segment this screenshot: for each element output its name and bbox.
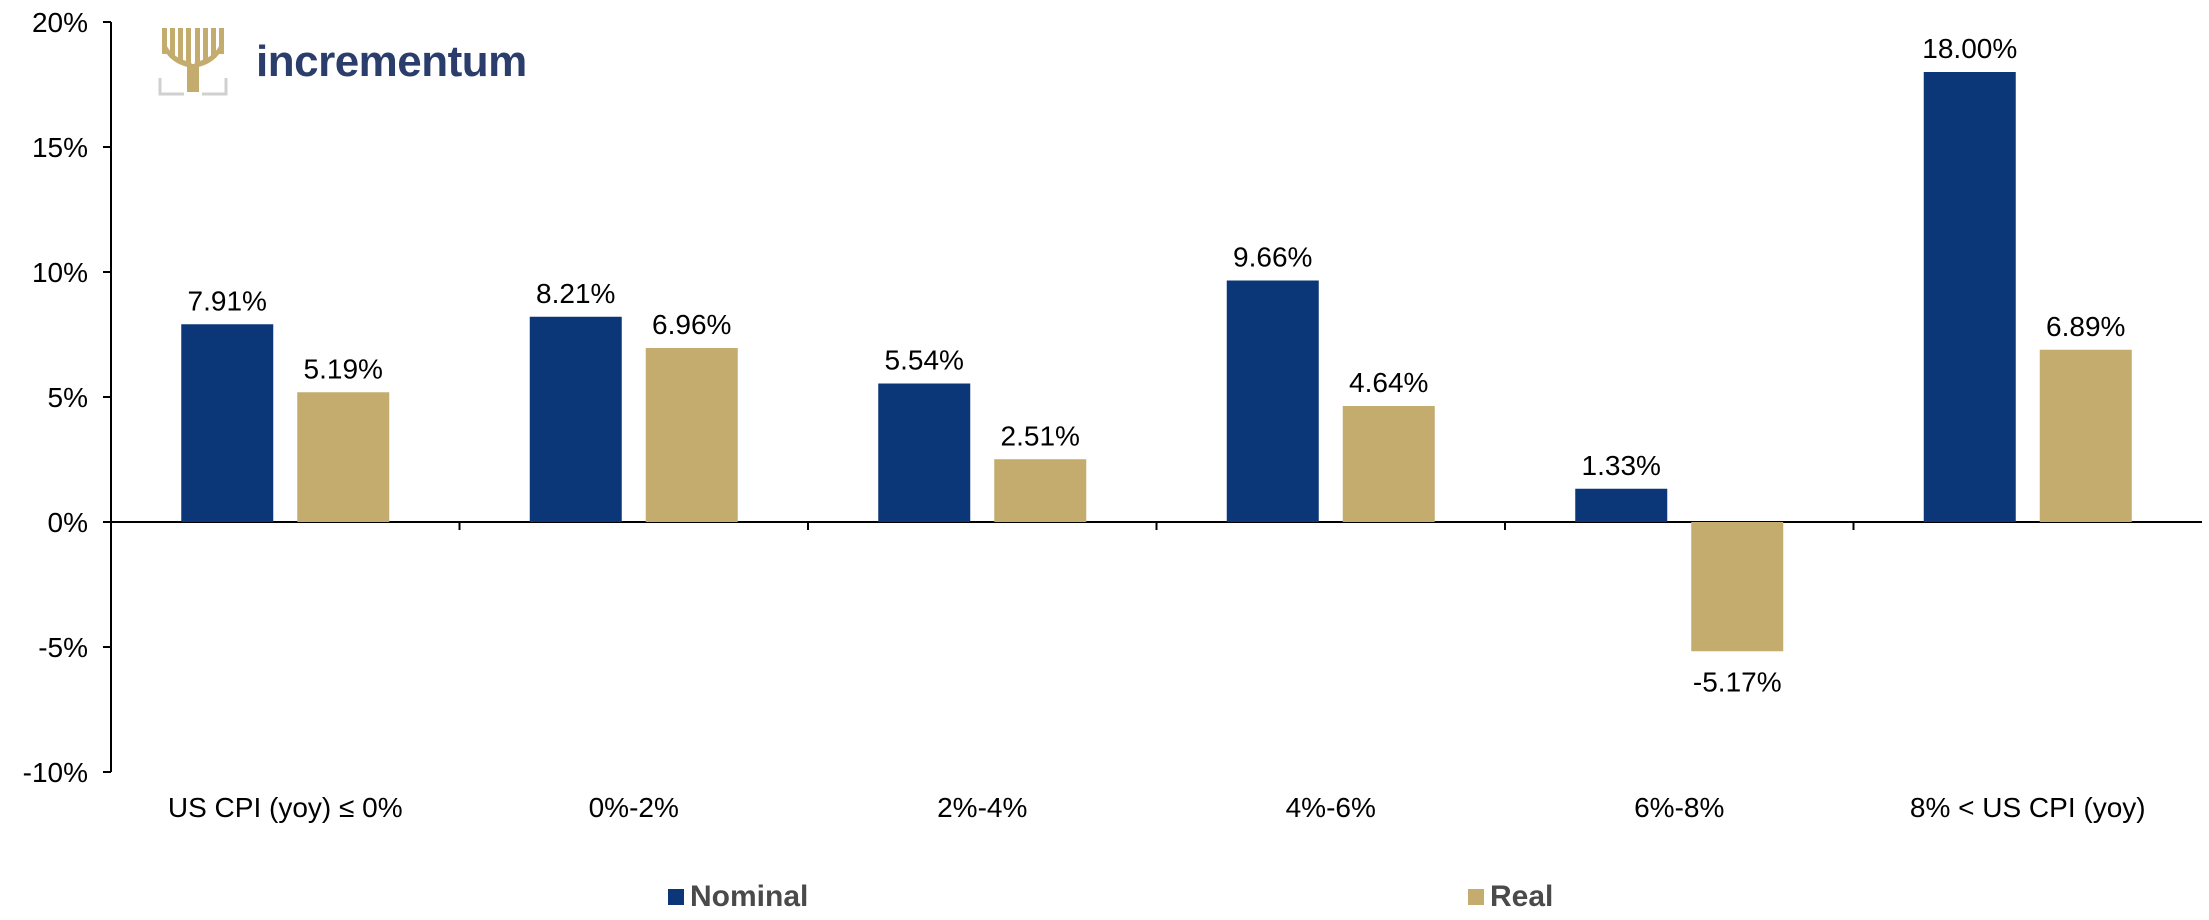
tree-logo-icon [158, 28, 228, 96]
data-label-real: 5.19% [304, 353, 383, 384]
legend-item-nominal: Nominal [668, 880, 808, 914]
data-label-nominal: 9.66% [1233, 242, 1312, 273]
data-label-nominal: 8.21% [536, 278, 615, 309]
logo: incrementum [158, 28, 527, 96]
bar-real [645, 348, 738, 522]
data-label-real: 2.51% [1001, 420, 1080, 451]
bar-real [1691, 522, 1784, 652]
data-label-nominal: 1.33% [1582, 450, 1661, 481]
legend-swatch-nominal [668, 889, 684, 905]
data-label-real: 4.64% [1349, 367, 1428, 398]
x-category-label: 2%-4% [937, 792, 1027, 823]
y-tick-label: 15% [32, 132, 88, 163]
data-label-nominal: 5.54% [885, 345, 964, 376]
legend-item-real: Real [1468, 880, 1553, 914]
data-label-nominal: 18.00% [1922, 33, 2017, 64]
y-tick-label: 10% [32, 257, 88, 288]
logo-text: incrementum [256, 37, 527, 86]
x-category-label: 4%-6% [1286, 792, 1376, 823]
bar-real [994, 459, 1087, 522]
data-label-real: 6.96% [652, 309, 731, 340]
bar-nominal [1923, 72, 2016, 522]
bar-nominal [1226, 280, 1319, 522]
bar-real [1342, 406, 1435, 522]
y-tick-label: 20% [32, 7, 88, 38]
legend: Nominal Real [0, 880, 2209, 920]
y-tick-label: -5% [38, 632, 88, 663]
x-category-label: US CPI (yoy) ≤ 0% [168, 792, 403, 823]
data-label-real: -5.17% [1693, 666, 1782, 697]
y-tick-label: 0% [48, 507, 88, 538]
data-label-real: 6.89% [2046, 311, 2125, 342]
y-tick-label: -10% [23, 757, 88, 788]
legend-label-nominal: Nominal [690, 880, 809, 913]
bar-nominal [1575, 488, 1668, 522]
bar-nominal [529, 316, 622, 522]
legend-label-real: Real [1490, 880, 1554, 913]
bar-nominal [181, 324, 274, 522]
bar-nominal [878, 383, 971, 522]
y-tick-label: 5% [48, 382, 88, 413]
data-label-nominal: 7.91% [188, 285, 267, 316]
x-category-label: 0%-2% [589, 792, 679, 823]
x-category-label: 6%-8% [1634, 792, 1724, 823]
legend-swatch-real [1468, 889, 1484, 905]
bar-real [297, 392, 390, 522]
x-category-label: 8% < US CPI (yoy) [1910, 792, 2146, 823]
bar-real [2039, 349, 2132, 522]
